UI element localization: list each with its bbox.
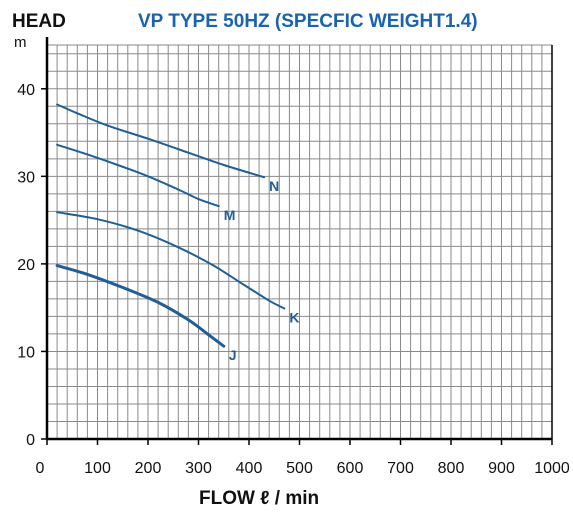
y-tick-label: 10 xyxy=(17,344,35,361)
y-tick-label: 0 xyxy=(26,432,35,449)
x-tick-label: 600 xyxy=(337,460,364,477)
series-lines xyxy=(55,103,286,348)
series-line-n xyxy=(56,103,266,179)
series-label-n: N xyxy=(269,178,279,194)
x-tick-label: 900 xyxy=(488,460,515,477)
axes xyxy=(41,37,553,445)
x-tick-label: 400 xyxy=(236,460,263,477)
series-labels: N M K J xyxy=(224,178,300,363)
x-axis-label: FLOW ℓ / min xyxy=(199,488,319,509)
x-tick-label: 200 xyxy=(135,460,162,477)
series-line-j xyxy=(55,264,226,348)
x-tick-label: 500 xyxy=(286,460,313,477)
series-label-k: K xyxy=(289,310,299,326)
x-tick-label: 300 xyxy=(185,460,212,477)
y-tick-label: 20 xyxy=(17,257,35,274)
series-line-m xyxy=(56,143,220,208)
x-tick-label: 1000 xyxy=(534,460,570,477)
x-tick-label: 700 xyxy=(387,460,414,477)
series-label-m: M xyxy=(224,207,236,223)
y-tick-label: 40 xyxy=(17,82,35,99)
y-axis-unit: m xyxy=(14,34,27,51)
series-line-k xyxy=(56,211,286,310)
x-tick-label: 100 xyxy=(84,460,111,477)
y-axis-label: HEAD xyxy=(12,11,66,32)
grid xyxy=(46,44,553,440)
series-label-j: J xyxy=(229,347,237,363)
chart-title: VP TYPE 50HZ (SPECFIC WEIGHT1.4) xyxy=(138,11,478,32)
y-tick-label: 30 xyxy=(17,169,35,186)
x-tick-label: 800 xyxy=(438,460,465,477)
x-tick-label: 0 xyxy=(36,460,45,477)
